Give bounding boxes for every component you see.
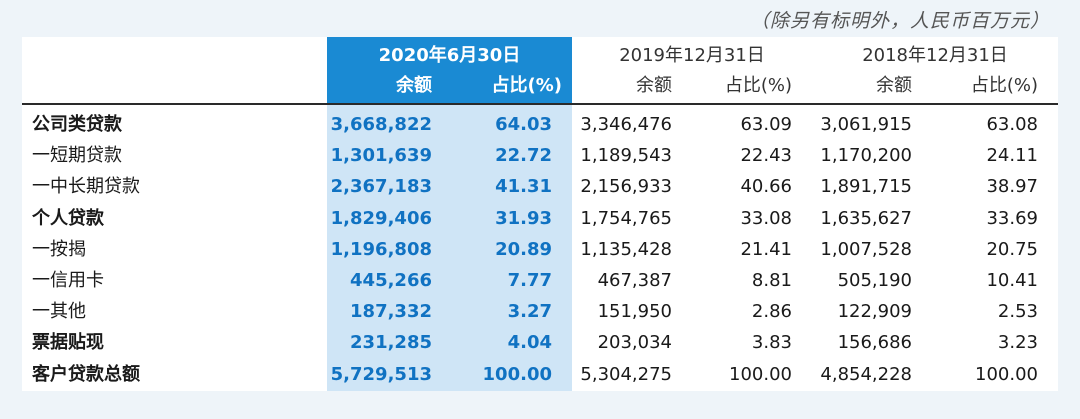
cell-amount-2020: 445,266 bbox=[350, 270, 432, 291]
header-ratio-2019: 占比(%) bbox=[724, 75, 792, 96]
header-ratio-2020: 占比(%) bbox=[491, 75, 563, 96]
row-label: 公司类贷款 bbox=[32, 114, 122, 135]
cell-amount-2020: 1,196,808 bbox=[330, 238, 432, 260]
cell-ratio-2019: 63.09 bbox=[740, 114, 792, 135]
row-label: 一中长期贷款 bbox=[32, 176, 140, 198]
cell-ratio-2018: 24.11 bbox=[986, 145, 1038, 167]
row-label: 票据贴现 bbox=[32, 332, 104, 354]
row-label: 客户贷款总额 bbox=[32, 363, 140, 385]
cell-ratio-2019: 21.41 bbox=[740, 238, 792, 260]
cell-ratio-2020: 20.89 bbox=[495, 238, 552, 260]
cell-amount-2018: 122,909 bbox=[837, 301, 912, 323]
cell-amount-2018: 1,007,528 bbox=[820, 238, 912, 260]
cell-amount-2019: 467,387 bbox=[597, 270, 672, 291]
cell-ratio-2019: 3.83 bbox=[751, 332, 792, 354]
cell-amount-2019: 2,156,933 bbox=[580, 176, 672, 198]
header-amount-2020: 余额 bbox=[396, 75, 432, 96]
cell-amount-2020: 1,301,639 bbox=[330, 145, 432, 167]
cell-amount-2018: 1,635,627 bbox=[820, 207, 912, 229]
header-amount-2018: 余额 bbox=[876, 75, 912, 96]
cell-ratio-2020: 22.72 bbox=[495, 145, 552, 167]
cell-amount-2019: 1,754,765 bbox=[580, 207, 672, 229]
cell-amount-2020: 187,332 bbox=[350, 301, 432, 323]
cell-ratio-2020: 100.00 bbox=[482, 363, 552, 385]
cell-ratio-2018: 2.53 bbox=[997, 301, 1038, 323]
cell-amount-2019: 1,135,428 bbox=[580, 238, 672, 260]
cell-ratio-2019: 33.08 bbox=[740, 207, 792, 229]
header-ratio-2018: 占比(%) bbox=[970, 75, 1038, 96]
row-label: 一其他 bbox=[32, 301, 86, 323]
cell-amount-2020: 2,367,183 bbox=[330, 176, 432, 198]
cell-amount-2019: 3,346,476 bbox=[580, 114, 672, 135]
cell-ratio-2019: 8.81 bbox=[751, 270, 792, 291]
cell-ratio-2018: 33.69 bbox=[986, 207, 1038, 229]
cell-ratio-2019: 2.86 bbox=[751, 301, 792, 323]
highlight-header bbox=[327, 37, 572, 103]
cell-ratio-2020: 3.27 bbox=[507, 301, 552, 323]
cell-ratio-2020: 4.04 bbox=[507, 332, 552, 354]
cell-amount-2018: 1,170,200 bbox=[820, 145, 912, 167]
cell-amount-2020: 1,829,406 bbox=[330, 207, 432, 229]
cell-ratio-2018: 38.97 bbox=[986, 176, 1038, 198]
cell-ratio-2019: 100.00 bbox=[729, 363, 792, 385]
cell-amount-2018: 3,061,915 bbox=[820, 114, 912, 135]
header-divider bbox=[22, 103, 1058, 105]
header-2018-12-31: 2018年12月31日 bbox=[862, 45, 1008, 66]
cell-ratio-2018: 63.08 bbox=[986, 114, 1038, 135]
cell-ratio-2020: 7.77 bbox=[507, 270, 552, 291]
cell-ratio-2018: 100.00 bbox=[975, 363, 1038, 385]
cell-amount-2019: 203,034 bbox=[597, 332, 672, 354]
unit-note: （除另有标明外，人民币百万元） bbox=[749, 10, 1050, 32]
cell-amount-2018: 505,190 bbox=[837, 270, 912, 291]
cell-amount-2020: 3,668,822 bbox=[330, 114, 432, 135]
cell-amount-2018: 4,854,228 bbox=[820, 363, 912, 385]
cell-amount-2018: 1,891,715 bbox=[820, 176, 912, 198]
cell-ratio-2018: 20.75 bbox=[986, 238, 1038, 260]
row-label: 一短期贷款 bbox=[32, 145, 122, 167]
header-2020-06-30: 2020年6月30日 bbox=[378, 45, 521, 66]
loan-table: 2020年6月30日 2019年12月31日 2018年12月31日 余额 占比… bbox=[22, 37, 1058, 391]
cell-amount-2019: 5,304,275 bbox=[580, 363, 672, 385]
cell-ratio-2020: 41.31 bbox=[495, 176, 552, 198]
cell-amount-2019: 151,950 bbox=[597, 301, 672, 323]
row-label: 一信用卡 bbox=[32, 270, 104, 291]
cell-amount-2018: 156,686 bbox=[837, 332, 912, 354]
cell-amount-2019: 1,189,543 bbox=[580, 145, 672, 167]
cell-ratio-2020: 64.03 bbox=[495, 114, 552, 135]
cell-ratio-2019: 22.43 bbox=[740, 145, 792, 167]
header-2019-12-31: 2019年12月31日 bbox=[619, 45, 765, 66]
cell-amount-2020: 231,285 bbox=[350, 332, 432, 354]
row-label: 个人贷款 bbox=[32, 207, 104, 229]
cell-ratio-2018: 10.41 bbox=[986, 270, 1038, 291]
cell-ratio-2020: 31.93 bbox=[495, 207, 552, 229]
cell-amount-2020: 5,729,513 bbox=[330, 363, 432, 385]
cell-ratio-2018: 3.23 bbox=[997, 332, 1038, 354]
header-amount-2019: 余额 bbox=[636, 75, 672, 96]
cell-ratio-2019: 40.66 bbox=[740, 176, 792, 198]
row-label: 一按揭 bbox=[32, 238, 86, 260]
